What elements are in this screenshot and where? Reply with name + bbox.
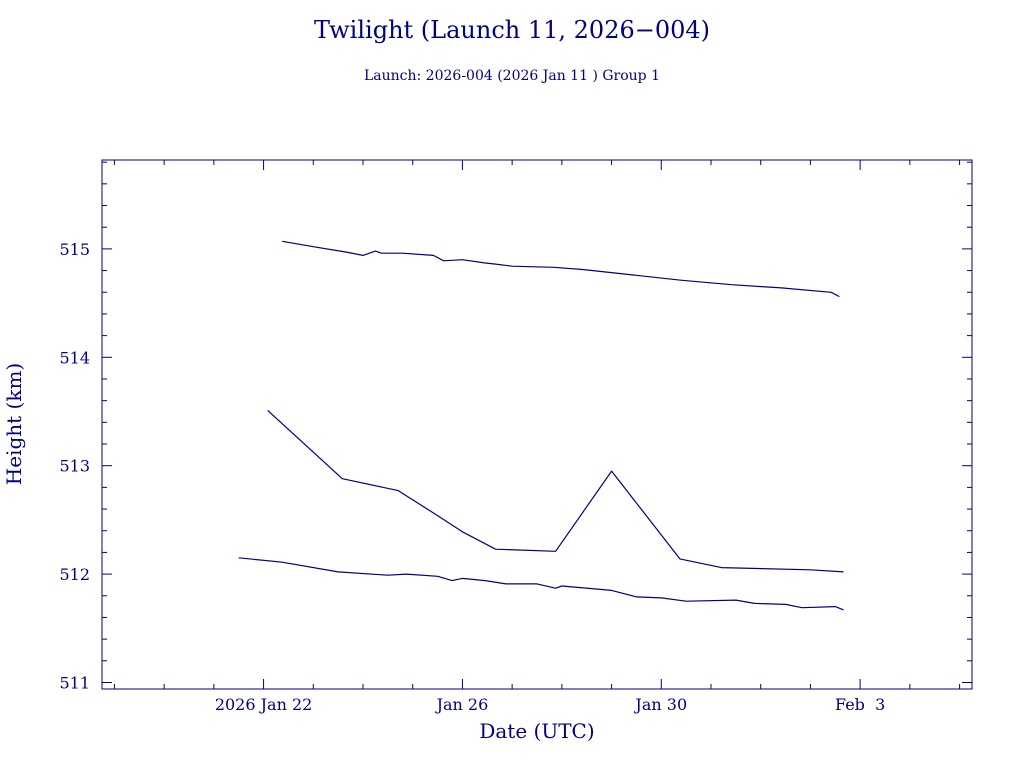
y-tick-label: 512 bbox=[59, 565, 90, 584]
x-tick-label: Jan 26 bbox=[435, 695, 489, 714]
x-tick-labels: 2026 Jan 22 Jan 26 Jan 30 Feb 3 bbox=[215, 695, 885, 714]
series-line-2 bbox=[267, 409, 844, 573]
series-group bbox=[238, 240, 844, 611]
y-axis-label: Height (km) bbox=[2, 363, 26, 485]
x-axis-label: Date (UTC) bbox=[479, 719, 594, 743]
chart-subtitle: Launch: 2026-004 (2026 Jan 11 ) Group 1 bbox=[364, 68, 660, 84]
series-line-1 bbox=[282, 240, 840, 298]
chart-title: Twilight (Launch 11, 2026−004) bbox=[314, 16, 710, 44]
y-tick-labels: 511 512 513 514 515 bbox=[59, 240, 90, 693]
plot-frame bbox=[101, 159, 973, 690]
y-tick-label: 514 bbox=[59, 348, 90, 367]
x-tick-label: 2026 Jan 22 bbox=[215, 695, 313, 714]
y-tick-label: 511 bbox=[59, 673, 90, 692]
series-line-3 bbox=[238, 557, 844, 611]
axis-ticks bbox=[102, 160, 972, 689]
y-tick-label: 515 bbox=[59, 240, 90, 259]
x-tick-label: Feb 3 bbox=[835, 695, 885, 714]
x-tick-label: Jan 30 bbox=[633, 695, 687, 714]
y-tick-label: 513 bbox=[59, 457, 90, 476]
